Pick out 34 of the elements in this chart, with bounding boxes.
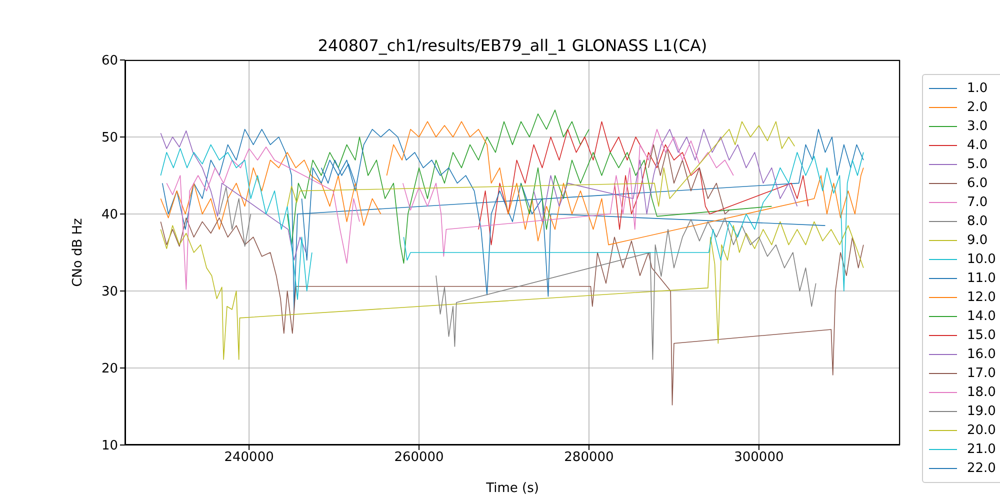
legend-label: 15.0 — [967, 328, 996, 343]
legend-label: 3.0 — [967, 119, 988, 134]
legend-label: 14.0 — [967, 309, 996, 324]
legend-label: 21.0 — [967, 442, 996, 457]
x-tick-label: 240000 — [224, 450, 274, 466]
legend-label: 6.0 — [967, 176, 988, 191]
legend-label: 20.0 — [967, 423, 996, 438]
legend-label: 19.0 — [967, 404, 996, 419]
legend-label: 2.0 — [967, 100, 988, 115]
legend-label: 10.0 — [967, 252, 996, 267]
x-axis-title: Time (s) — [485, 481, 539, 496]
y-tick-label: 60 — [101, 54, 118, 69]
legend-label: 8.0 — [967, 214, 988, 229]
y-tick-label: 50 — [101, 130, 118, 146]
x-tick-label: 280000 — [564, 450, 614, 466]
legend-label: 11.0 — [967, 271, 996, 286]
legend-label: 4.0 — [967, 138, 988, 153]
legend-label: 16.0 — [967, 347, 996, 362]
x-tick-label: 260000 — [394, 450, 444, 466]
y-tick-label: 30 — [101, 284, 118, 300]
legend-label: 12.0 — [967, 290, 996, 305]
y-axis-title: CNo dB Hz — [70, 218, 86, 287]
legend-label: 18.0 — [967, 385, 996, 400]
y-tick-label: 40 — [101, 208, 118, 223]
chart-title: 240807_ch1/results/EB79_all_1 GLONASS L1(CA) — [316, 36, 708, 55]
legend-label: 9.0 — [967, 233, 988, 248]
legend-label: 1.0 — [967, 81, 988, 96]
y-tick-label: 10 — [101, 438, 118, 454]
legend-label: 5.0 — [967, 157, 988, 172]
legend-label: 7.0 — [967, 195, 988, 210]
legend-label: 17.0 — [967, 366, 996, 381]
x-tick-label: 300000 — [734, 450, 784, 466]
legend-label: 22.0 — [967, 461, 996, 476]
y-tick-label: 20 — [101, 362, 118, 377]
